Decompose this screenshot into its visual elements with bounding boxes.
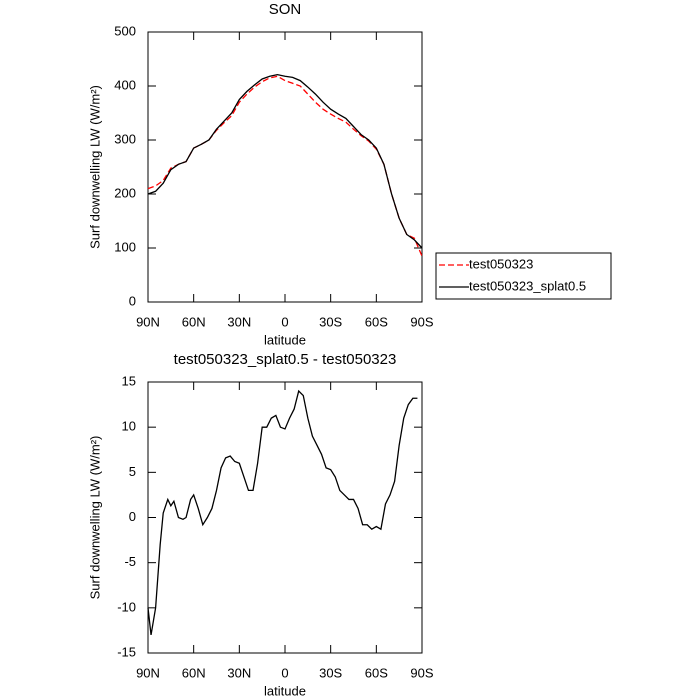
- y-tick-label: -15: [117, 644, 136, 659]
- y-tick-label: 0: [129, 509, 136, 524]
- x-tick-label: 60S: [365, 314, 388, 329]
- y-tick-label: 500: [114, 23, 136, 38]
- y-axis-label: Surf downwelling LW (W/m²): [87, 85, 102, 249]
- legend-label: test050323: [469, 256, 533, 271]
- legend-frame: [435, 252, 612, 300]
- x-tick-label: 60S: [365, 665, 388, 680]
- x-tick-label: 30N: [227, 314, 251, 329]
- y-tick-label: 300: [114, 131, 136, 146]
- legend-label: test050323_splat0.5: [469, 278, 586, 293]
- chart-title: SON: [269, 1, 302, 18]
- series-line: [147, 389, 418, 636]
- x-tick-label: 60N: [182, 665, 206, 680]
- x-tick-label: 90N: [136, 314, 160, 329]
- x-tick-label: 60N: [182, 314, 206, 329]
- plot-frame: [147, 381, 423, 654]
- x-tick-label: 90S: [410, 314, 433, 329]
- y-tick-label: 200: [114, 185, 136, 200]
- y-tick-label: 15: [122, 373, 136, 388]
- series-line: [147, 75, 423, 257]
- x-tick-label: 30S: [319, 665, 342, 680]
- x-axis-label: latitude: [264, 683, 306, 698]
- chart-title: test050323_splat0.5 - test050323: [174, 351, 397, 368]
- y-tick-label: -10: [117, 599, 136, 614]
- x-tick-label: 30N: [227, 665, 251, 680]
- x-tick-label: 90S: [410, 665, 433, 680]
- x-tick-label: 0: [281, 665, 288, 680]
- y-tick-label: 5: [129, 464, 136, 479]
- x-tick-label: 90N: [136, 665, 160, 680]
- plot-frame: [147, 31, 423, 303]
- y-tick-label: 100: [114, 239, 136, 254]
- x-tick-label: 30S: [319, 314, 342, 329]
- y-tick-label: 0: [129, 293, 136, 308]
- series-line: [147, 73, 423, 249]
- y-tick-label: 10: [122, 419, 136, 434]
- x-axis-label: latitude: [264, 332, 306, 347]
- y-tick-label: -5: [124, 554, 136, 569]
- y-tick-label: 400: [114, 77, 136, 92]
- x-tick-label: 0: [281, 314, 288, 329]
- y-axis-label: Surf downwelling LW (W/m²): [87, 436, 102, 600]
